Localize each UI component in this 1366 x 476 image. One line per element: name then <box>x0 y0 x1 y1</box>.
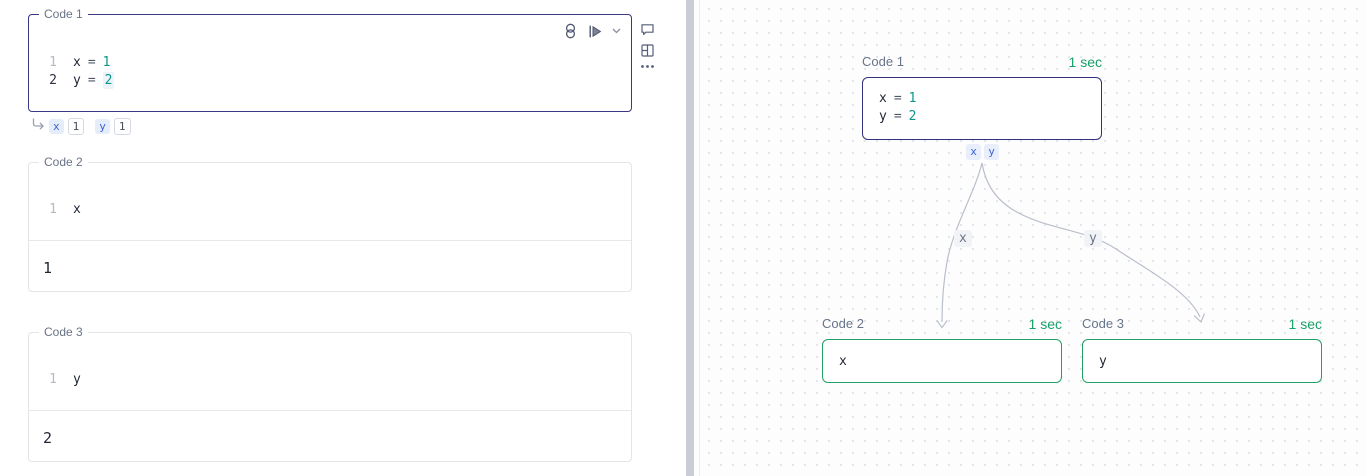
output-divider <box>29 410 631 411</box>
output-variable-badge[interactable]: y <box>984 144 999 160</box>
graph-node-duration: 1 sec <box>1288 315 1322 332</box>
output-divider <box>29 240 631 241</box>
graph-node-header: Code 2 1 sec <box>822 315 1062 332</box>
code-token-variable: x <box>73 55 81 70</box>
line-number: 1 <box>49 55 57 70</box>
graph-node-code-line: y <box>1099 354 1107 369</box>
notebook-panel: Code 1 1 x = 1 2 y = 2 <box>28 7 655 462</box>
graph-node-code-line: x <box>839 354 847 369</box>
line-number: 1 <box>49 202 57 217</box>
cell-output: 2 <box>43 429 53 447</box>
more-options-icon[interactable] <box>640 64 655 69</box>
cell-title: Code 2 <box>39 155 88 170</box>
graph-node-outputs: x y <box>966 144 999 160</box>
code-token-operator: = <box>87 55 96 70</box>
cell-title: Code 1 <box>39 7 88 22</box>
code-line[interactable]: 2 y = 2 <box>43 72 115 89</box>
graph-node-header: Code 3 1 sec <box>1082 315 1322 332</box>
graph-node-code-1[interactable]: x = 1 y = 2 <box>862 77 1102 140</box>
comment-icon[interactable] <box>640 22 655 37</box>
variable-count-chip[interactable]: 1 <box>67 117 85 135</box>
return-arrow-icon <box>31 117 45 135</box>
line-number: 1 <box>49 372 57 387</box>
code-line[interactable]: 1 x = 1 <box>43 54 110 71</box>
code-token-value: 1 <box>102 55 111 70</box>
variable-badge[interactable]: y <box>95 118 110 134</box>
graph-node-code-3[interactable]: y <box>1082 339 1322 383</box>
code-cell-1[interactable]: Code 1 1 x = 1 2 y = 2 <box>28 7 632 112</box>
link-circles-icon[interactable] <box>563 23 578 39</box>
cell-actions <box>640 22 655 69</box>
cell-variables-row: x 1 y 1 <box>31 117 131 135</box>
run-cell-icon[interactable] <box>587 24 603 39</box>
variable-badge[interactable]: x <box>49 118 64 134</box>
layout-panel-icon[interactable] <box>640 43 655 58</box>
cell-output: 1 <box>43 259 53 277</box>
graph-node-code-line: y = 2 <box>879 109 917 124</box>
line-number: 2 <box>49 73 57 88</box>
graph-node-title: Code 2 <box>822 316 864 331</box>
graph-node-title: Code 1 <box>862 54 904 69</box>
edge-label: y <box>1084 230 1102 247</box>
edge-label: x <box>954 230 972 247</box>
code-token-value: 2 <box>102 72 115 89</box>
graph-node-code-line: x = 1 <box>879 91 917 106</box>
dataflow-panel: x y Code 1 1 sec x = 1 y = 2 x y Code 2 1 se… <box>694 0 1366 476</box>
graph-node-duration: 1 sec <box>1068 53 1102 70</box>
cell-title: Code 3 <box>39 325 88 340</box>
code-token-variable: y <box>73 73 81 88</box>
code-token-operator: = <box>87 73 96 88</box>
dependency-edges <box>936 162 1205 329</box>
variable-count-chip[interactable]: 1 <box>113 117 131 135</box>
code-token-variable: y <box>73 372 81 387</box>
graph-node-title: Code 3 <box>1082 316 1124 331</box>
output-variable-badge[interactable]: x <box>966 144 981 160</box>
cell-toolbar <box>563 23 621 39</box>
graph-node-duration: 1 sec <box>1028 315 1062 332</box>
chevron-down-icon[interactable] <box>612 28 621 34</box>
graph-node-header: Code 1 1 sec <box>862 53 1102 70</box>
panel-splitter[interactable] <box>686 0 694 476</box>
code-token-variable: x <box>73 202 81 217</box>
graph-node-code-2[interactable]: x <box>822 339 1062 383</box>
